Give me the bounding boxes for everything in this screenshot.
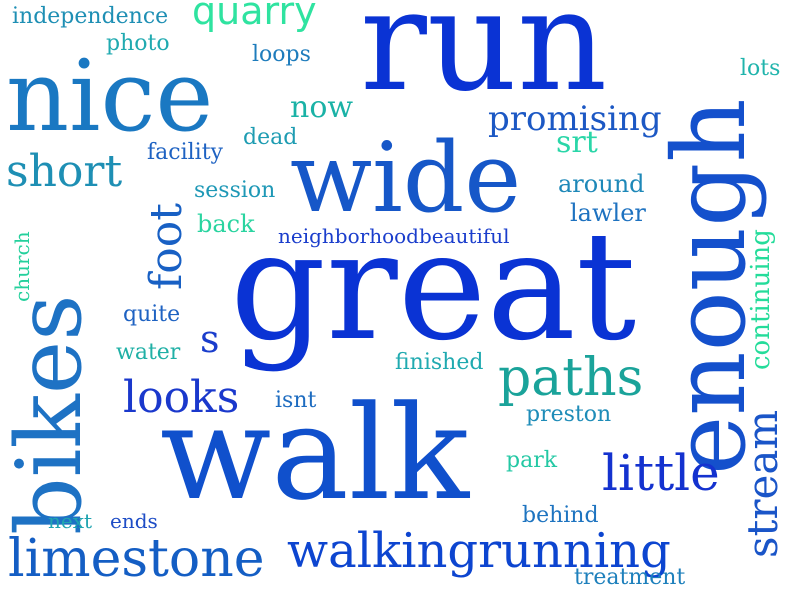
word-preston: preston bbox=[526, 402, 612, 427]
word-quite: quite bbox=[123, 302, 181, 327]
word-wide: wide bbox=[290, 122, 522, 234]
word-great: great bbox=[230, 200, 637, 374]
word-promising: promising bbox=[488, 99, 662, 139]
word-walkingrunning: walkingrunning bbox=[287, 523, 671, 579]
word-s: s bbox=[200, 317, 220, 361]
word-little: little bbox=[602, 444, 720, 502]
word-bikes: bikes bbox=[0, 294, 102, 535]
word-facility: facility bbox=[147, 140, 223, 165]
word-dead: dead bbox=[243, 125, 298, 150]
word-ends: ends bbox=[110, 509, 158, 533]
word-nice: nice bbox=[6, 40, 214, 154]
word-continuing: continuing bbox=[746, 229, 776, 370]
word-isnt: isnt bbox=[275, 388, 317, 413]
word-limestone: limestone bbox=[8, 529, 265, 589]
word-around: around bbox=[558, 170, 645, 198]
word-lots: lots bbox=[740, 56, 781, 81]
word-treatment: treatment bbox=[574, 565, 686, 590]
word-foot: foot bbox=[141, 203, 192, 290]
word-photo: photo bbox=[106, 31, 170, 56]
word-church: church bbox=[10, 231, 34, 302]
word-looks: looks bbox=[123, 372, 240, 423]
word-next: next bbox=[48, 509, 93, 533]
word-neighborhoodbeautiful: neighborhoodbeautiful bbox=[278, 224, 510, 248]
word-park: park bbox=[506, 448, 558, 473]
word-finished: finished bbox=[395, 350, 484, 375]
word-session: session bbox=[194, 178, 276, 203]
word-back: back bbox=[197, 210, 255, 238]
word-behind: behind bbox=[522, 503, 599, 528]
word-walk: walk bbox=[160, 377, 470, 529]
word-independence: independence bbox=[12, 4, 169, 29]
word-loops: loops bbox=[252, 42, 311, 67]
word-water: water bbox=[116, 340, 181, 365]
word-quarry: quarry bbox=[192, 0, 317, 33]
word-srt: srt bbox=[556, 125, 598, 160]
word-lawler: lawler bbox=[570, 199, 646, 227]
word-run: run bbox=[360, 0, 608, 123]
word-paths: paths bbox=[498, 348, 644, 408]
word-now: now bbox=[290, 90, 354, 125]
word-short: short bbox=[6, 146, 123, 197]
word-stream: stream bbox=[738, 409, 787, 558]
